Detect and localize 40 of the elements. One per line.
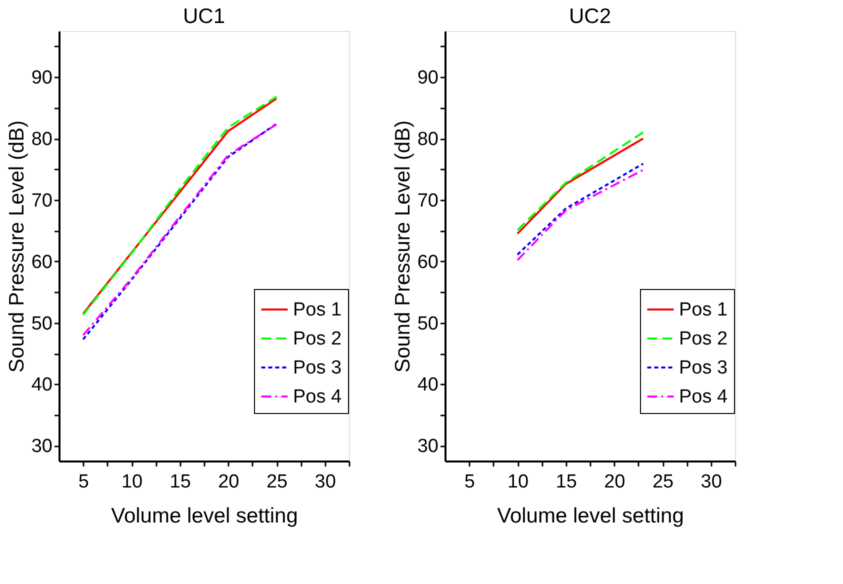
x-tick-label: 10: [507, 472, 529, 492]
chart-title: UC1: [182, 5, 226, 28]
x-tick-label: 30: [700, 472, 722, 492]
x-tick-label: 5: [464, 472, 475, 492]
x-tick-label: 15: [556, 472, 577, 492]
x-axis-title: Volume level setting: [111, 504, 298, 528]
x-axis-title: Volume level setting: [497, 504, 684, 528]
x-tick-label: 15: [170, 472, 191, 492]
legend-label: Pos 4: [679, 386, 728, 408]
y-tick-label: 80: [417, 129, 438, 150]
y-axis-title: Sound Pressure Level (dB): [5, 120, 28, 373]
legend-label: Pos 3: [293, 358, 342, 378]
x-tick-label: 5: [78, 472, 89, 492]
legend-label: Pos 2: [679, 328, 728, 350]
x-tick-label: 25: [266, 472, 288, 492]
y-tick-label: 60: [417, 252, 438, 273]
y-tick-label: 60: [31, 252, 52, 273]
legend-label: Pos 2: [293, 328, 342, 350]
y-tick-label: 30: [31, 436, 52, 458]
y-tick-label: 90: [31, 68, 52, 89]
legend-label: Pos 4: [293, 386, 342, 408]
y-tick-label: 80: [31, 129, 52, 150]
chart-title: UC2: [568, 5, 612, 28]
legend-label: Pos 1: [679, 300, 728, 320]
y-tick-label: 30: [417, 436, 438, 458]
y-tick-label: 40: [31, 374, 52, 396]
x-tick-label: 25: [652, 472, 674, 492]
y-tick-label: 50: [417, 313, 438, 334]
x-tick-label: 30: [314, 472, 336, 492]
y-tick-label: 40: [417, 374, 438, 396]
legend-label: Pos 3: [679, 358, 728, 378]
y-tick-label: 50: [31, 313, 52, 334]
legend-label: Pos 1: [293, 300, 342, 320]
x-tick-label: 10: [121, 472, 143, 492]
y-tick-label: 70: [417, 190, 438, 212]
x-tick-label: 20: [218, 472, 240, 492]
y-axis-title: Sound Pressure Level (dB): [391, 120, 414, 373]
x-tick-label: 20: [604, 472, 626, 492]
y-tick-label: 90: [417, 68, 438, 89]
y-tick-label: 70: [31, 190, 52, 212]
